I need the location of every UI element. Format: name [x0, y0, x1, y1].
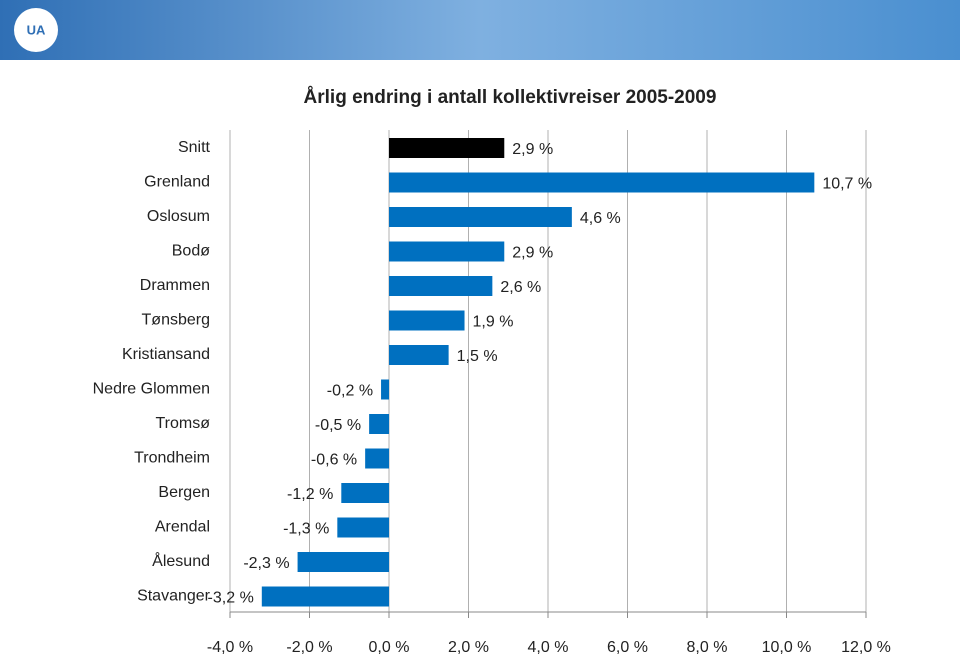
logo-circle: [14, 8, 58, 52]
category-label: Snitt: [178, 139, 211, 156]
category-label: Drammen: [140, 277, 210, 294]
category-label: Kristiansand: [122, 346, 210, 363]
category-label: Trondheim: [134, 450, 210, 467]
category-label: Nedre Glommen: [93, 381, 210, 398]
bar: [297, 552, 389, 572]
bar: [389, 172, 815, 193]
logo: UA: [27, 22, 46, 37]
value-label: 10,7 %: [822, 176, 872, 193]
category-label: Bergen: [158, 484, 210, 501]
category-label: Grenland: [144, 174, 210, 191]
x-tick-label: 10,0 %: [762, 639, 812, 656]
chart-title: Årlig endring i antall kollektivreiser 2…: [304, 87, 717, 108]
bar: [389, 207, 572, 227]
value-label: -2,3 %: [243, 555, 289, 572]
category-label: Ålesund: [152, 551, 210, 570]
x-tick-label: 6,0 %: [607, 639, 648, 656]
category-label: Tromsø: [155, 415, 210, 432]
x-tick-label: 4,0 %: [528, 639, 569, 656]
bar: [389, 241, 505, 262]
bar: [261, 586, 389, 607]
bar: [365, 448, 389, 469]
category-label: Arendal: [155, 519, 210, 536]
x-tick-label: 0,0 %: [369, 639, 410, 656]
bar: [381, 379, 389, 400]
value-label: -1,2 %: [287, 486, 333, 503]
bar: [341, 483, 389, 503]
category-label: Bodø: [172, 243, 210, 260]
value-label: -0,6 %: [311, 452, 357, 469]
value-label: 1,9 %: [473, 314, 514, 331]
value-label: -0,5 %: [315, 417, 361, 434]
category-label: Tønsberg: [142, 312, 210, 329]
category-label: Stavanger: [137, 588, 211, 605]
bar: [389, 276, 493, 296]
bar: [337, 517, 389, 538]
bar: [389, 345, 449, 365]
header-band: [0, 0, 960, 60]
value-label: -1,3 %: [283, 521, 329, 538]
value-label: 4,6 %: [580, 210, 621, 227]
value-label: 2,9 %: [512, 141, 553, 158]
x-tick-label: 8,0 %: [687, 639, 728, 656]
bar: [389, 310, 465, 331]
category-label: Oslosum: [147, 208, 210, 225]
value-label: 2,9 %: [512, 245, 553, 262]
value-label: -0,2 %: [327, 383, 373, 400]
value-label: 1,5 %: [457, 348, 498, 365]
x-tick-label: -2,0 %: [286, 639, 332, 656]
x-tick-label: 2,0 %: [448, 639, 489, 656]
value-label: -3,2 %: [208, 590, 254, 607]
x-tick-label: 12,0 %: [841, 639, 891, 656]
value-label: 2,6 %: [500, 279, 541, 296]
bar: [369, 414, 389, 434]
bar: [389, 138, 505, 158]
x-tick-label: -4,0 %: [207, 639, 253, 656]
